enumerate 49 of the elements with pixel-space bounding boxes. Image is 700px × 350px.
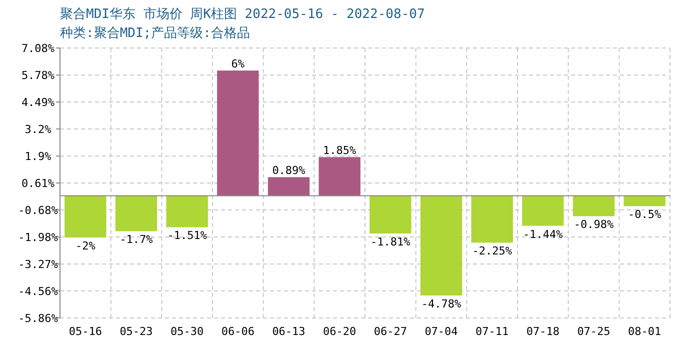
x-tick-label: 05-16 [68, 325, 102, 338]
y-tick-label: 7.08% [21, 42, 55, 55]
x-tick-label: 07-11 [476, 325, 509, 338]
y-tick-label: 1.9% [24, 150, 52, 164]
y-tick-label: -4.56% [18, 284, 58, 298]
x-tick-label: 08-01 [628, 325, 662, 338]
x-tick-label: 06-20 [323, 325, 356, 338]
y-tick-label: -3.27% [18, 258, 58, 271]
bar [624, 196, 666, 206]
y-tick-label: -5.86% [18, 312, 58, 325]
data-label: -1.51% [167, 229, 208, 242]
x-tick-label: 06-13 [272, 325, 306, 338]
data-label: 0.89% [272, 164, 306, 178]
data-label: -2% [75, 239, 96, 252]
bar [471, 196, 513, 243]
bar [64, 196, 106, 238]
data-label: -1.7% [120, 233, 154, 246]
x-tick-label: 06-27 [374, 325, 407, 338]
y-tick-label: 0.61% [21, 177, 55, 190]
data-label: -2.25% [472, 244, 512, 258]
x-tick-label: 05-23 [120, 325, 153, 338]
y-tick-label: 4.49% [21, 96, 55, 110]
data-label: -1.44% [523, 228, 564, 241]
bar [268, 177, 310, 196]
bar [572, 196, 615, 216]
data-label: -1.81% [370, 235, 411, 248]
data-label: -0.5% [628, 208, 662, 222]
data-label: 6% [231, 58, 245, 71]
x-tick-label: 07-18 [526, 325, 560, 338]
chart-title: 聚合MDI华东 市场价 周K柱图 2022-05-16 - 2022-08-07 [60, 7, 425, 22]
x-tick-label: 06-06 [221, 325, 254, 338]
bar [115, 196, 158, 232]
chart-subtitle: 种类:聚合MDI;产品等级:合格品 [60, 26, 250, 41]
bar [318, 157, 360, 196]
bar [370, 196, 412, 234]
bar [522, 196, 564, 226]
y-tick-label: -1.98% [18, 231, 58, 244]
bar [166, 196, 208, 228]
x-tick-label: 05-30 [170, 325, 204, 338]
x-tick-label: 07-25 [577, 325, 610, 338]
data-label: -0.98% [574, 218, 614, 232]
y-tick-label: -0.68% [18, 204, 58, 217]
y-tick-label: 5.78% [21, 69, 55, 82]
y-tick-label: 3.2% [24, 122, 52, 136]
data-label: -4.78% [421, 297, 462, 310]
x-tick-label: 07-04 [424, 325, 458, 338]
data-label: 1.85% [323, 144, 357, 158]
bar [217, 70, 259, 196]
bar [420, 196, 462, 296]
